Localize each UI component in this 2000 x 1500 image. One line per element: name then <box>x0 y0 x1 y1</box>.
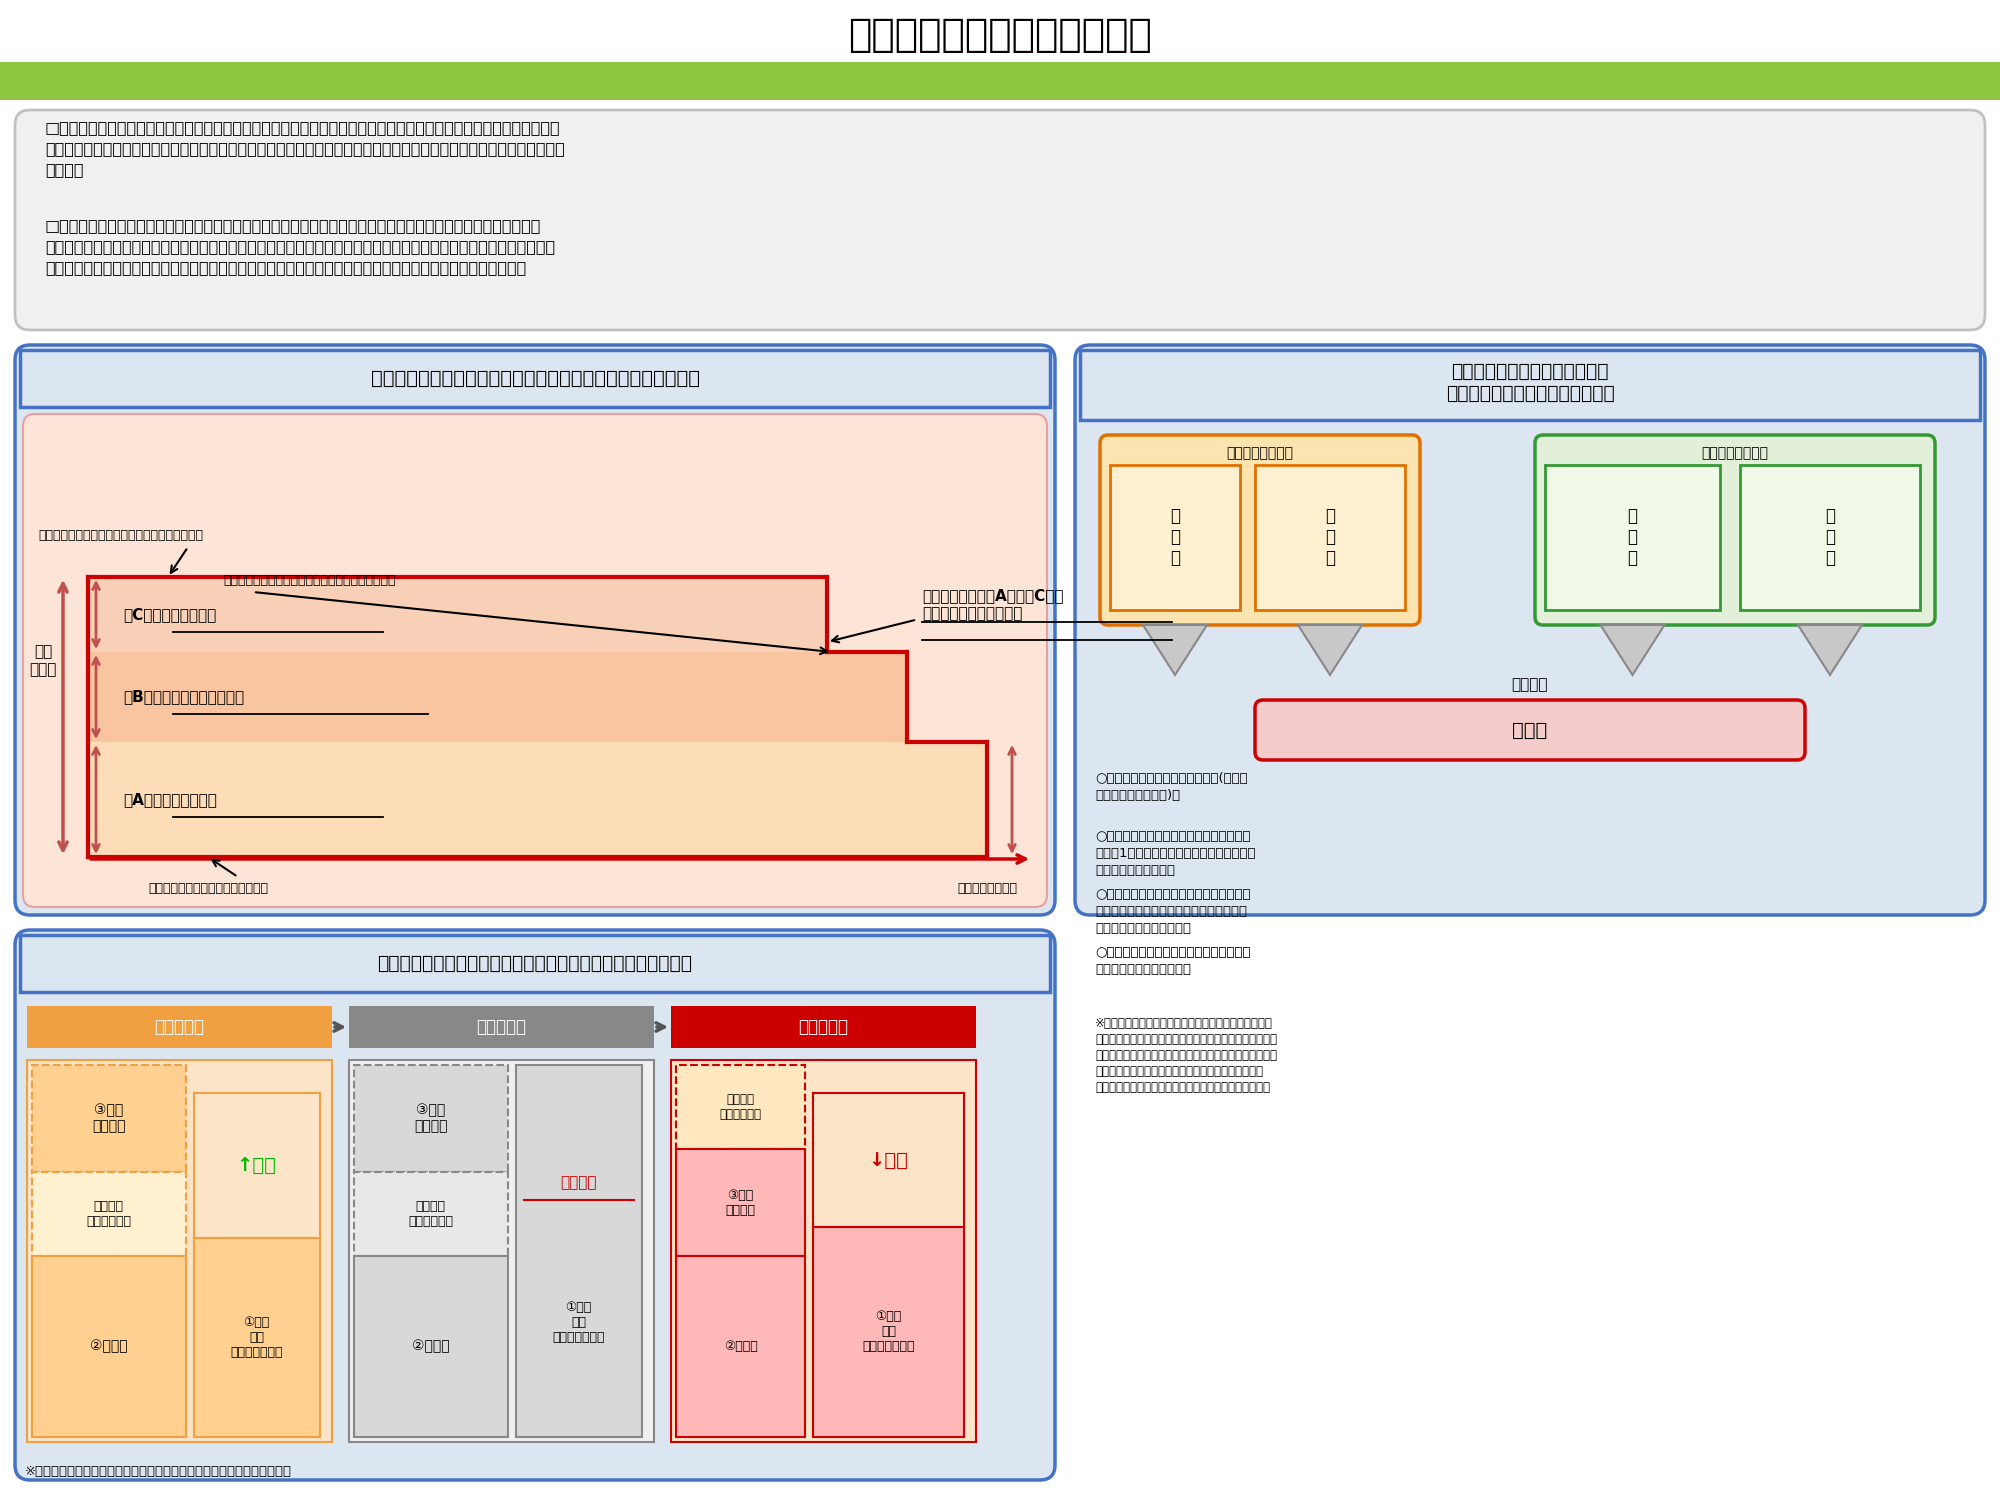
Text: 掛金
（率）: 掛金 （率） <box>30 645 56 676</box>
FancyBboxPatch shape <box>32 1172 186 1256</box>
Text: 【規約型の場合】: 【規約型の場合】 <box>1702 446 1768 460</box>
FancyBboxPatch shape <box>670 1060 976 1442</box>
Text: （C）特別掛金相当分: （C）特別掛金相当分 <box>124 608 216 622</box>
Text: ○　当該代表者は毎事業年度の積立金の資
　産の額その他積立金の運用の実績の開示
　を受けることができる。: ○ 当該代表者は毎事業年度の積立金の資 産の額その他積立金の運用の実績の開示 を… <box>1096 888 1250 934</box>
Text: ○　運用の基本方針の作成・変更の都度及
　び年1回以上、当該代表者に意見を述べる
　機会が与えられる。: ○ 運用の基本方針の作成・変更の都度及 び年1回以上、当該代表者に意見を述べる … <box>1096 830 1256 878</box>
FancyBboxPatch shape <box>354 1172 508 1256</box>
FancyBboxPatch shape <box>88 652 908 742</box>
Text: ②積立金: ②積立金 <box>90 1340 128 1353</box>
Text: 事
業
主: 事 業 主 <box>1628 507 1638 567</box>
FancyBboxPatch shape <box>1256 465 1404 610</box>
Text: 財政悪化
リスク相当額: 財政悪化 リスク相当額 <box>86 1200 132 1228</box>
Text: ○　加入者の代表者の参画は必須(受給者
　の参画を妨げない)。: ○ 加入者の代表者の参画は必須(受給者 の参画を妨げない)。 <box>1096 772 1248 802</box>
FancyBboxPatch shape <box>88 578 828 652</box>
Text: ※　上記委員会の設置の他、運用の基本方針の作成等に
　ついて上記委員会に準じた方法で加入者の代表者に意見
　を述べる機会を与える方法や、基金型の場合には、運用
: ※ 上記委員会の設置の他、運用の基本方針の作成等に ついて上記委員会に準じた方法… <box>1096 1017 1278 1094</box>
Text: 意見陳述: 意見陳述 <box>1512 678 1548 693</box>
FancyBboxPatch shape <box>0 62 2000 100</box>
Text: 委員会: 委員会 <box>1512 720 1548 740</box>
FancyBboxPatch shape <box>814 1227 964 1437</box>
Text: 理
事
会: 理 事 会 <box>1324 507 1336 567</box>
FancyBboxPatch shape <box>350 1060 654 1442</box>
Text: ①給付
現価
（調整率＝１）: ①給付 現価 （調整率＝１） <box>862 1311 914 1353</box>
Text: ↓減額: ↓減額 <box>868 1150 908 1170</box>
Text: □　リスク分担型企業年金は、事業主がリスクへの対応分も含む固定の掛金を拠出することにより、一定のリスクを負
　い、財政バランスが崩れた場合には給付の調整を行うこ: □ リスク分担型企業年金は、事業主がリスクへの対応分も含む固定の掛金を拠出するこ… <box>44 120 564 177</box>
Text: リスク分担型企業年金における
ガバナンスの仕組み（イメージ）: リスク分担型企業年金における ガバナンスの仕組み（イメージ） <box>1446 362 1614 402</box>
FancyBboxPatch shape <box>32 1065 186 1172</box>
Text: リスク分担型企業年金の概要: リスク分担型企業年金の概要 <box>848 16 1152 54</box>
FancyBboxPatch shape <box>516 1065 642 1437</box>
FancyBboxPatch shape <box>194 1239 320 1437</box>
FancyBboxPatch shape <box>1740 465 1920 610</box>
FancyBboxPatch shape <box>1544 465 1720 610</box>
Text: 財政均衡時: 財政均衡時 <box>476 1019 526 1036</box>
FancyBboxPatch shape <box>20 350 1050 406</box>
Text: 【基金型の場合】: 【基金型の場合】 <box>1226 446 1294 460</box>
Polygon shape <box>1600 626 1664 675</box>
FancyBboxPatch shape <box>32 1256 186 1437</box>
FancyBboxPatch shape <box>16 110 1984 330</box>
FancyBboxPatch shape <box>16 345 1056 915</box>
Text: 代
議
員: 代 議 員 <box>1170 507 1180 567</box>
Text: （B）リスク対応掛金相当分: （B）リスク対応掛金相当分 <box>124 690 244 705</box>
FancyBboxPatch shape <box>1256 700 1804 760</box>
FancyBboxPatch shape <box>16 930 1056 1480</box>
Text: リスク分担型企業年金における給付調整の仕組み（イメージ）: リスク分担型企業年金における給付調整の仕組み（イメージ） <box>378 954 692 972</box>
Text: リスク分担型企業年金における掛金設定の仕組み（イメージ）: リスク分担型企業年金における掛金設定の仕組み（イメージ） <box>370 369 700 387</box>
FancyBboxPatch shape <box>814 1094 964 1227</box>
Polygon shape <box>1144 626 1208 675</box>
FancyBboxPatch shape <box>1080 350 1980 420</box>
Text: ↑増額: ↑増額 <box>236 1156 276 1176</box>
Text: （A）標準掛金相当分: （A）標準掛金相当分 <box>124 792 216 807</box>
Text: ②積立金: ②積立金 <box>412 1340 450 1353</box>
FancyBboxPatch shape <box>676 1256 806 1437</box>
FancyBboxPatch shape <box>88 742 988 856</box>
Text: □　運用の結果が加入者等の給付に反映される可能性があることから、運用の基本方針の作成等に当たっては加入
　者の意見を聴くこととし、その意見を十分に考慮するものと: □ 運用の結果が加入者等の給付に反映される可能性があることから、運用の基本方針の… <box>44 217 556 274</box>
Text: ※　給付の額に乗じる調整率を増減させることにより、給付の額を変動。: ※ 給付の額に乗じる調整率を増減させることにより、給付の額を変動。 <box>24 1466 292 1478</box>
FancyBboxPatch shape <box>28 1060 332 1442</box>
Text: 将来期間分の給付を賄う掛金に相当: 将来期間分の給付を賄う掛金に相当 <box>148 882 268 896</box>
Text: ②積立金: ②積立金 <box>724 1340 758 1353</box>
FancyBboxPatch shape <box>676 1149 806 1256</box>
Text: ③掛金
収入現価: ③掛金 収入現価 <box>726 1188 756 1216</box>
FancyBboxPatch shape <box>20 934 1050 992</box>
Polygon shape <box>1298 626 1362 675</box>
Text: ③掛金
収入現価: ③掛金 収入現価 <box>414 1104 448 1134</box>
Text: 各年度における（A）～（C）を
合算する形で規約に規定: 各年度における（A）～（C）を 合算する形で規約に規定 <box>922 588 1064 621</box>
FancyBboxPatch shape <box>1076 345 1986 915</box>
FancyBboxPatch shape <box>1536 435 1936 626</box>
FancyBboxPatch shape <box>676 1065 806 1149</box>
FancyBboxPatch shape <box>354 1256 508 1437</box>
Text: 財政悪化
リスク相当額: 財政悪化 リスク相当額 <box>720 1094 762 1120</box>
Text: ①給付
現価
（調整率＝１）: ①給付 現価 （調整率＝１） <box>230 1316 282 1359</box>
FancyBboxPatch shape <box>354 1065 508 1172</box>
FancyBboxPatch shape <box>670 1007 976 1048</box>
Text: 不足発生時: 不足発生時 <box>798 1019 848 1036</box>
Polygon shape <box>1798 626 1862 675</box>
FancyBboxPatch shape <box>350 1007 654 1048</box>
FancyBboxPatch shape <box>1100 435 1420 626</box>
FancyBboxPatch shape <box>24 414 1048 908</box>
Text: 調整なし: 調整なし <box>560 1174 596 1190</box>
Text: 導入後の経過年数: 導入後の経過年数 <box>958 882 1018 896</box>
FancyBboxPatch shape <box>194 1094 320 1239</box>
Text: 剰余発生時: 剰余発生時 <box>154 1019 204 1036</box>
FancyBboxPatch shape <box>1110 465 1240 610</box>
Text: ③掛金
収入現価: ③掛金 収入現価 <box>92 1104 126 1134</box>
Text: 労
組
等: 労 組 等 <box>1824 507 1836 567</box>
Text: 過去期間分の積立不足の償却にかかる掛金に相当: 過去期間分の積立不足の償却にかかる掛金に相当 <box>38 530 204 542</box>
Text: ①給付
現価
（調整率＝１）: ①給付 現価 （調整率＝１） <box>552 1300 604 1344</box>
FancyBboxPatch shape <box>28 1007 332 1048</box>
Text: ○　専門的知識及び経験を有する代理人を
　参加させることも可能。: ○ 専門的知識及び経験を有する代理人を 参加させることも可能。 <box>1096 946 1250 976</box>
Text: 財政悪化
リスク相当額: 財政悪化 リスク相当額 <box>408 1200 454 1228</box>
Text: 財政悪化リスク相当額に対応するための掛金に相当: 財政悪化リスク相当額に対応するための掛金に相当 <box>224 574 396 586</box>
